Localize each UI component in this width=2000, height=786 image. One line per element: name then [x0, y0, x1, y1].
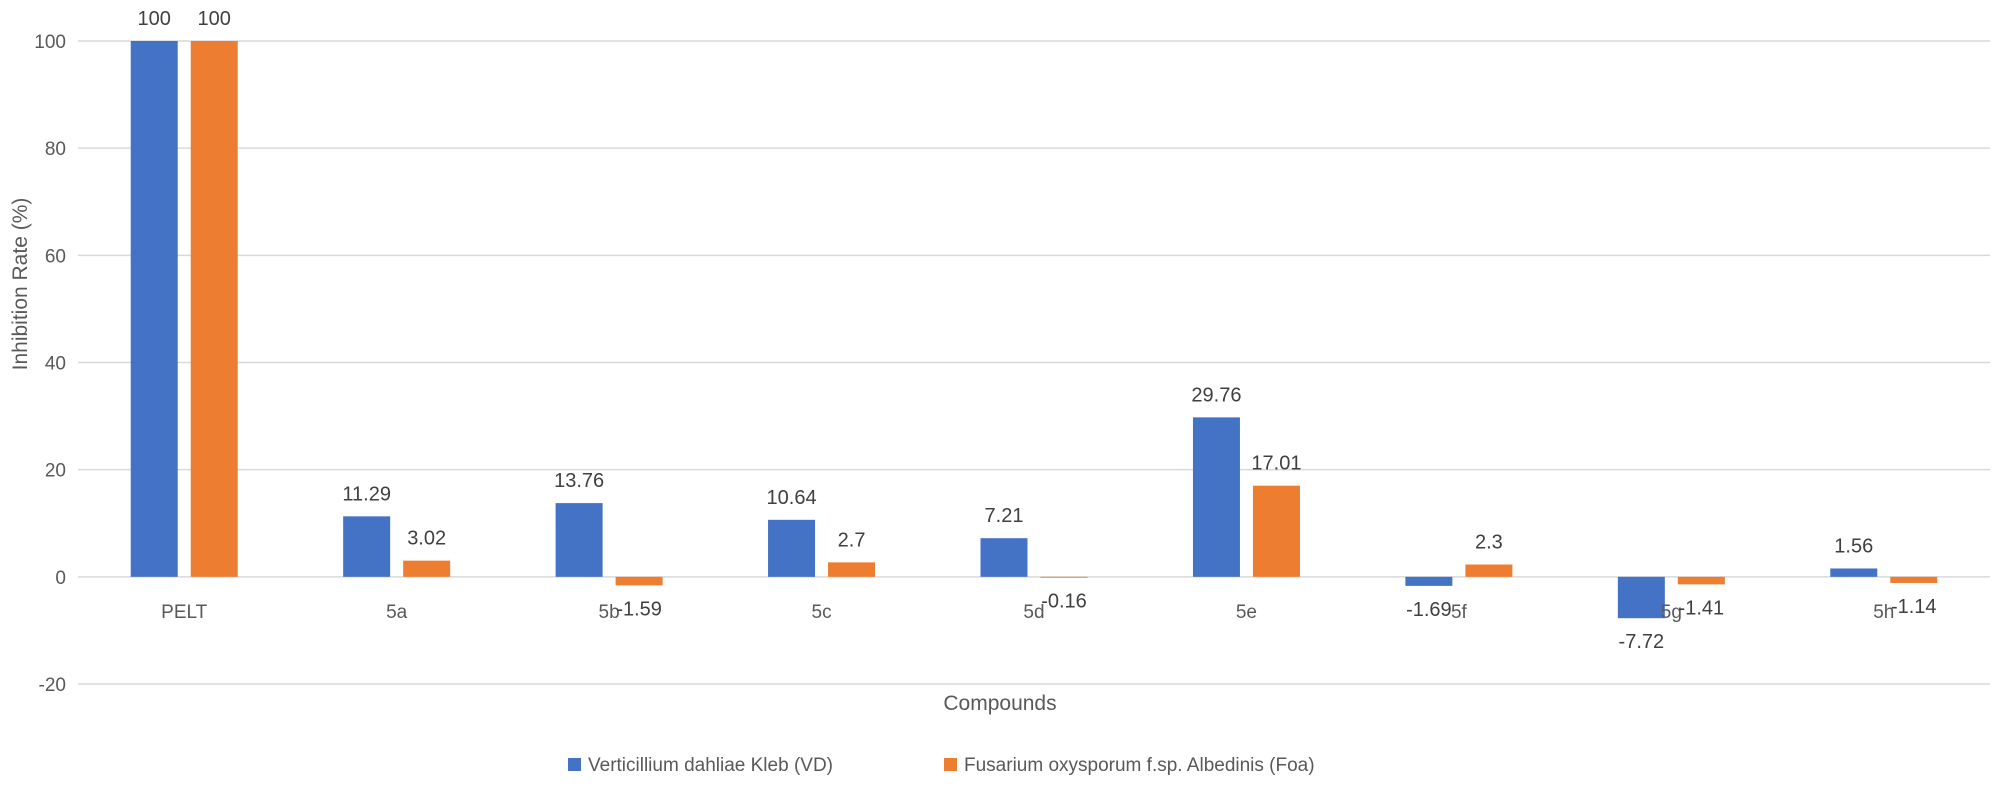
- y-tick-label: 80: [45, 139, 66, 160]
- bar: [130, 41, 178, 577]
- data-label: 1.56: [1834, 535, 1873, 557]
- data-label: 7.21: [985, 505, 1024, 527]
- bar: [343, 516, 391, 577]
- y-axis-tick-labels: -20 0 20 40 60 80 100: [34, 32, 66, 696]
- bar: [980, 538, 1028, 577]
- data-label: 10.64: [767, 487, 817, 509]
- y-tick-label: 0: [55, 568, 66, 589]
- data-label: -1.41: [1679, 597, 1725, 619]
- bar: [1465, 564, 1513, 577]
- y-tick-label: 20: [45, 461, 66, 482]
- data-label: 2.3: [1475, 532, 1503, 554]
- legend-label: Verticillium dahliae Kleb (VD): [588, 755, 833, 776]
- data-label: 29.76: [1191, 384, 1241, 406]
- x-axis-title: Compounds: [943, 692, 1056, 715]
- bar: [1040, 576, 1088, 578]
- bar: [403, 560, 451, 577]
- y-axis-title: Inhibition Rate (%): [9, 198, 32, 371]
- bar: [555, 503, 603, 577]
- x-tick-label: 5c: [812, 602, 832, 623]
- legend-swatch: [944, 758, 957, 771]
- y-tick-label: -20: [39, 675, 66, 696]
- data-label: -0.16: [1041, 591, 1087, 613]
- y-tick-label: 100: [34, 32, 66, 53]
- data-label: 13.76: [554, 470, 604, 492]
- y-tick-label: 60: [45, 246, 66, 267]
- data-label: -1.69: [1406, 599, 1452, 621]
- data-label: 100: [198, 8, 231, 30]
- legend: Verticillium dahliae Kleb (VD) Fusarium o…: [568, 755, 1315, 776]
- gridlines: [78, 40, 1990, 685]
- x-tick-label: 5g: [1661, 602, 1682, 623]
- data-label: -7.72: [1619, 631, 1665, 653]
- data-label: -1.59: [616, 598, 662, 620]
- x-tick-label: 5f: [1451, 602, 1468, 623]
- data-label: 2.7: [838, 529, 866, 551]
- y-tick-label: 40: [45, 354, 66, 375]
- bar: [190, 41, 238, 577]
- legend-label: Fusarium oxysporum f.sp. Albedinis (Foa): [964, 755, 1315, 776]
- x-tick-label: 5e: [1236, 602, 1257, 623]
- bar-series: [130, 41, 1938, 619]
- bar: [1405, 576, 1453, 586]
- x-tick-label: 5d: [1023, 602, 1044, 623]
- data-label: 11.29: [342, 483, 391, 505]
- data-labels: 100 100 11.29 3.02 13.76 -1.59 10.64 2.7 7.21 -0.…: [138, 8, 1937, 653]
- bar: [1252, 485, 1300, 577]
- x-axis-category-labels: PELT 5a 5b 5c 5d 5e 5f 5g 5h: [161, 602, 1894, 623]
- bar: [828, 562, 876, 577]
- bar: [1830, 568, 1878, 577]
- bar: [1192, 417, 1240, 577]
- bar: [1677, 576, 1725, 585]
- data-label: 17.01: [1251, 453, 1301, 475]
- data-label: -1.14: [1891, 596, 1937, 618]
- bar: [1890, 576, 1938, 583]
- x-tick-label: 5b: [599, 602, 620, 623]
- bar: [1617, 576, 1665, 619]
- x-tick-label: PELT: [161, 602, 208, 623]
- data-label: 3.02: [407, 528, 446, 550]
- data-label: 100: [138, 8, 171, 30]
- bar: [615, 576, 663, 586]
- bar: [768, 519, 816, 577]
- x-tick-label: 5h: [1873, 602, 1894, 623]
- x-tick-label: 5a: [386, 602, 408, 623]
- legend-swatch: [568, 758, 581, 771]
